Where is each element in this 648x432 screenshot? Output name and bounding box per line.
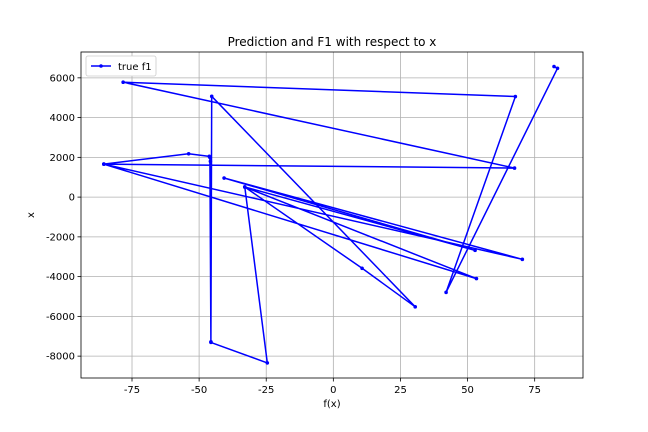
legend-box [85,55,157,77]
x-tick-label: 0 [330,385,336,396]
x-tick-label: -75 [124,385,140,396]
y-tick-label: -8000 [46,352,75,363]
y-axis-label: x [26,212,37,218]
data-point [360,266,364,271]
axes-frame [80,51,584,379]
data-point [186,151,191,156]
y-tick-label: -2000 [46,232,75,243]
x-tick-label: 50 [461,385,474,396]
chart-title: Prediction and F1 with respect to x [228,35,437,49]
data-point [552,64,556,69]
data-point [222,176,226,180]
x-tick-label: 75 [528,385,541,396]
legend-marker-swatch [99,64,103,68]
x-tick-label: -25 [258,385,274,396]
data-point [208,155,212,160]
data-point [209,340,213,344]
x-tick-label: -50 [191,385,207,396]
data-point [520,257,525,262]
y-tick-label: 4000 [50,113,75,124]
legend: true f1 [85,55,157,77]
tick-layer: -75 -50 -25 0 25 50 75 -8000 -6000 -4000 -2000 0 200… [46,73,541,396]
x-tick-label: 25 [394,385,407,396]
data-point [512,166,517,170]
y-tick-label: 0 [69,193,75,204]
y-tick-label: 6000 [50,73,75,84]
x-axis-label: f(x) [323,399,340,410]
data-point [265,361,270,365]
legend-label: true f1 [118,62,152,73]
data-point [555,66,560,71]
grid [81,52,583,378]
data-point [513,94,518,99]
series-layer [102,64,560,365]
data-point [208,159,213,164]
y-tick-label: 2000 [50,153,75,164]
data-point [121,80,125,85]
data-point [242,185,247,189]
data-point [473,248,477,253]
data-point [413,305,418,309]
data-point [474,276,479,281]
data-point [102,162,106,166]
data-point [444,290,448,295]
data-point [209,94,214,99]
y-tick-label: -4000 [46,272,75,283]
y-tick-label: -6000 [46,312,75,323]
